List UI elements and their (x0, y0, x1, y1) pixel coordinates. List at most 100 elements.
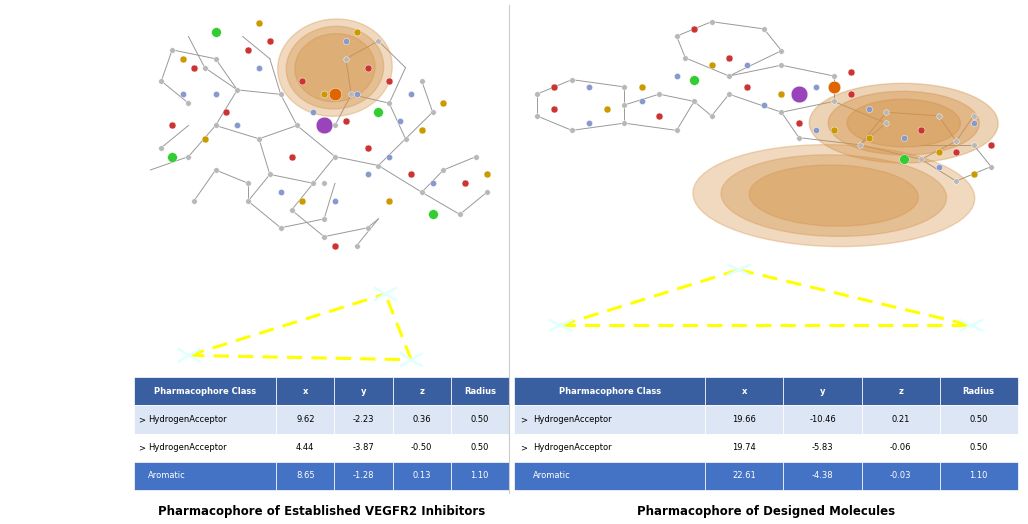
Point (488, 288, 505, 296)
Point (289, 310, 305, 319)
Point (775, 339, 792, 347)
Point (681, 334, 697, 343)
Point (978, 357, 994, 366)
Point (645, 342, 661, 351)
Point (730, 271, 746, 280)
Point (163, 152, 180, 161)
Point (570, 285, 586, 293)
Point (976, 333, 992, 342)
Point (730, 281, 746, 290)
FancyBboxPatch shape (393, 406, 450, 434)
Point (835, 364, 851, 372)
Point (423, 343, 439, 351)
Point (354, 332, 370, 341)
Point (717, 363, 733, 371)
Point (563, 126, 580, 135)
Point (560, 340, 577, 348)
Point (776, 307, 793, 315)
Point (508, 307, 524, 315)
Point (156, 269, 173, 277)
Point (537, 263, 553, 271)
Point (480, 277, 497, 286)
Point (627, 362, 644, 370)
Point (773, 47, 790, 55)
Point (585, 322, 601, 331)
Point (222, 308, 238, 316)
Point (473, 367, 489, 376)
Point (421, 310, 438, 319)
Point (630, 276, 647, 285)
Point (652, 307, 668, 315)
Point (368, 362, 384, 370)
Point (241, 367, 257, 376)
Point (131, 339, 147, 347)
Point (301, 353, 318, 362)
Point (915, 342, 931, 351)
Point (633, 97, 650, 105)
Point (316, 121, 332, 129)
Point (316, 90, 332, 99)
Point (627, 278, 644, 287)
Point (572, 311, 588, 319)
Point (212, 280, 228, 289)
Point (379, 309, 396, 317)
Point (205, 332, 221, 341)
Point (413, 126, 430, 134)
FancyBboxPatch shape (134, 462, 277, 490)
Point (680, 312, 696, 320)
Point (247, 265, 263, 274)
Point (870, 342, 886, 350)
Point (996, 352, 1013, 361)
Point (981, 320, 997, 329)
Point (927, 372, 944, 380)
Point (413, 284, 430, 292)
Point (378, 282, 395, 290)
Point (957, 287, 974, 295)
Point (971, 352, 988, 360)
Point (374, 331, 391, 340)
Point (170, 285, 186, 293)
Point (614, 285, 630, 293)
Point (992, 276, 1008, 284)
Point (680, 335, 696, 343)
Point (640, 356, 657, 364)
Text: z: z (898, 387, 903, 396)
Point (469, 271, 485, 280)
Point (860, 134, 877, 142)
Point (219, 291, 235, 299)
Point (723, 269, 739, 278)
Text: HydrogenAcceptor: HydrogenAcceptor (148, 443, 226, 452)
Point (725, 312, 741, 321)
Point (323, 345, 339, 354)
Point (413, 356, 430, 365)
Point (379, 361, 396, 369)
Point (472, 311, 488, 320)
Point (595, 347, 612, 356)
Point (805, 291, 821, 300)
Point (424, 301, 440, 310)
Point (995, 336, 1012, 345)
Point (571, 291, 587, 300)
Point (680, 275, 696, 283)
Text: 0.50: 0.50 (969, 443, 988, 452)
Point (340, 255, 357, 263)
Point (843, 364, 859, 373)
Point (890, 312, 907, 321)
Point (791, 352, 807, 360)
Point (160, 257, 177, 266)
Point (327, 152, 343, 161)
Point (248, 373, 264, 381)
Point (688, 281, 704, 289)
Point (728, 343, 744, 352)
Point (615, 332, 631, 340)
Point (337, 37, 354, 45)
Point (644, 370, 660, 378)
Point (935, 258, 952, 267)
Point (187, 325, 204, 333)
Point (382, 253, 399, 261)
Point (403, 90, 419, 99)
Point (583, 297, 599, 305)
Point (1005, 325, 1022, 334)
Point (616, 259, 632, 268)
Point (791, 119, 807, 127)
